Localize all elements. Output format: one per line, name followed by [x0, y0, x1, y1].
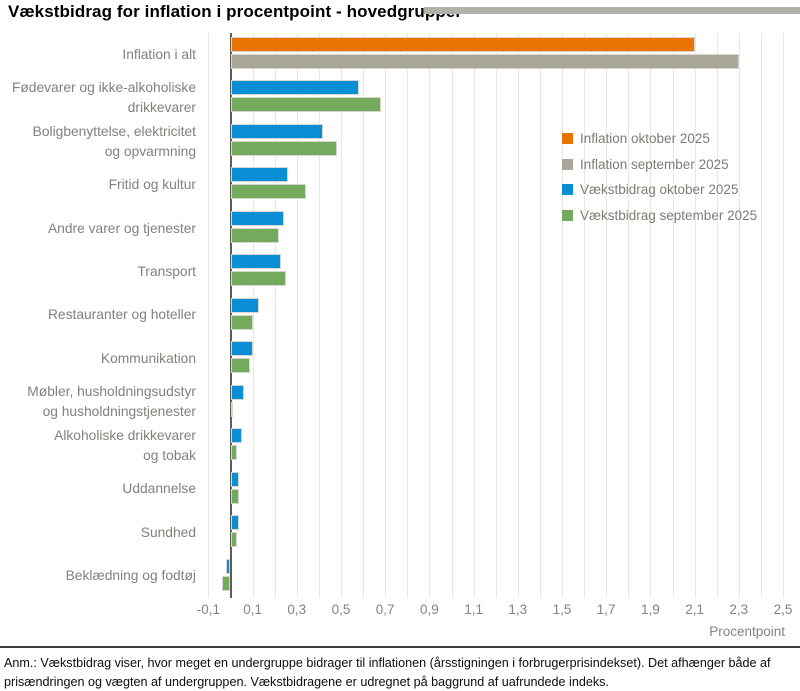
- bar-lower: [230, 54, 739, 69]
- gridline: [783, 33, 784, 598]
- bar-lower: [230, 401, 233, 417]
- bar-lower: [230, 140, 337, 156]
- category-label: Inflation i alt: [122, 46, 196, 62]
- gridline: [694, 33, 696, 598]
- gridline: [517, 33, 519, 598]
- bar-upper: [230, 123, 324, 139]
- category-label: Kommunikation: [100, 350, 196, 366]
- bar-lower: [230, 314, 253, 330]
- gridline: [562, 33, 563, 598]
- legend-label: Inflation oktober 2025: [580, 131, 710, 147]
- bar-upper: [230, 167, 288, 183]
- bar-lower: [230, 445, 238, 461]
- plot-area: [206, 33, 785, 598]
- gridline: [407, 33, 409, 598]
- gridline: [473, 33, 475, 598]
- x-tick-label: 1,3: [508, 602, 528, 617]
- gridline: [385, 33, 387, 598]
- footnote-separator: [0, 646, 800, 648]
- category-label: Andre varer og tjenester: [47, 220, 196, 236]
- gridline: [451, 33, 453, 598]
- gridline: [539, 33, 541, 598]
- bar-lower: [230, 271, 286, 287]
- gridline: [274, 33, 276, 598]
- bar-lower: [221, 575, 231, 591]
- gridline: [650, 33, 652, 598]
- bar-upper: [230, 297, 260, 313]
- x-tick-label: 2,1: [685, 602, 704, 617]
- category-label: Fritid og kultur: [108, 177, 196, 193]
- gridline: [584, 33, 586, 598]
- legend-label: Vækstbidrag september 2025: [580, 207, 758, 223]
- chart-title: Vækstbidrag for inflation i procentpoint…: [8, 2, 463, 21]
- legend-swatch-icon: [562, 184, 573, 196]
- bar-lower: [230, 488, 240, 504]
- x-tick-label: 0,3: [287, 602, 307, 617]
- x-tick-label: 1,1: [464, 602, 483, 617]
- gridline: [760, 33, 762, 598]
- bar-upper: [230, 210, 284, 226]
- bar-lower: [230, 358, 251, 374]
- legend-label: Vækstbidrag oktober 2025: [580, 182, 739, 198]
- legend-label: Inflation september 2025: [580, 156, 729, 172]
- gridline: [738, 33, 740, 598]
- x-tick-label: 2,3: [729, 602, 749, 617]
- legend-item: Vækstbidrag september 2025: [562, 203, 757, 229]
- gridline: [341, 33, 342, 598]
- gridline: [252, 33, 254, 598]
- bar-upper: [230, 384, 244, 400]
- legend-item: Vækstbidrag oktober 2025: [562, 177, 757, 203]
- bar-upper: [230, 471, 240, 487]
- legend-swatch-icon: [562, 158, 573, 170]
- category-label: Møbler, husholdningsudstyr og husholdnin…: [27, 384, 196, 420]
- gridline: [318, 33, 320, 598]
- category-label: Uddannelse: [122, 481, 196, 497]
- gridline: [495, 33, 497, 598]
- legend-item: Inflation oktober 2025: [562, 126, 757, 152]
- x-tick-label: 1,5: [552, 602, 572, 617]
- gridline: [363, 33, 365, 598]
- footnote: Anm.: Vækstbidrag viser, hvor meget en u…: [4, 656, 771, 689]
- gridline: [628, 33, 630, 598]
- gridline: [716, 33, 718, 598]
- title-rule: [424, 7, 800, 14]
- gridline: [208, 33, 210, 598]
- x-tick-label: 0,5: [331, 602, 351, 617]
- bar-upper: [230, 515, 240, 531]
- bar-upper: [230, 254, 282, 270]
- bar-upper: [230, 341, 253, 357]
- x-tick-label: -0,1: [196, 602, 221, 617]
- bar-lower: [230, 97, 381, 113]
- category-label: Alkoholiske drikkevarer og tobak: [54, 427, 196, 463]
- gridline: [672, 33, 674, 598]
- legend-item: Inflation september 2025: [562, 152, 757, 178]
- bar-upper: [226, 558, 231, 574]
- gridline: [429, 33, 431, 598]
- bar-lower: [230, 184, 306, 200]
- legend-swatch-icon: [562, 209, 573, 221]
- bar-lower: [230, 227, 280, 243]
- category-label: Beklædning og fodtøj: [65, 568, 196, 584]
- bar-upper: [230, 37, 695, 52]
- x-tick-label: 0,7: [375, 602, 395, 617]
- category-label: Boligbenyttelse, elektricitet og opvarmn…: [32, 123, 196, 159]
- gridline: [606, 33, 608, 598]
- bar-upper: [230, 428, 242, 444]
- x-axis-label: Procentpoint: [709, 624, 785, 639]
- x-tick-label: 0,9: [420, 602, 439, 617]
- category-label: Sundhed: [140, 524, 196, 540]
- x-tick-label: 2,5: [773, 602, 793, 617]
- bar-lower: [230, 532, 238, 548]
- bar-upper: [230, 80, 359, 96]
- category-label: Transport: [137, 264, 196, 280]
- category-label: Fødevarer og ikke-alkoholiske drikkevare…: [11, 80, 196, 116]
- x-tick-label: 1,7: [596, 602, 616, 617]
- x-tick-label: 0,1: [243, 602, 262, 617]
- x-tick-label: 1,9: [641, 602, 660, 617]
- legend-swatch-icon: [562, 133, 573, 145]
- legend: Inflation oktober 2025 Inflation septembe…: [562, 126, 757, 228]
- gridline: [296, 33, 298, 598]
- category-label: Restauranter og hoteller: [47, 307, 196, 323]
